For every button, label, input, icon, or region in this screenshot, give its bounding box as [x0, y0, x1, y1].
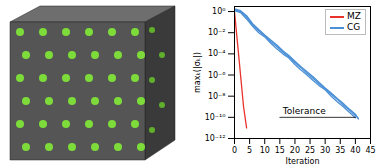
svg-text:10⁻⁶: 10⁻⁶: [208, 71, 226, 80]
svg-text:15: 15: [275, 146, 285, 155]
svg-text:10⁰: 10⁰: [212, 7, 225, 16]
svg-text:30: 30: [320, 146, 330, 155]
svg-text:0: 0: [232, 146, 237, 155]
svg-text:5: 5: [247, 146, 252, 155]
html-text:CG: CG: [347, 22, 361, 32]
svg-text:10⁻²: 10⁻²: [208, 28, 226, 37]
svg-text:maxₖ(|σₖ|): maxₖ(|σₖ|): [193, 52, 202, 93]
svg-text:45: 45: [365, 146, 375, 155]
svg-text:25: 25: [305, 146, 315, 155]
svg-text:Tolerance: Tolerance: [282, 106, 326, 116]
svg-text:35: 35: [335, 146, 345, 155]
svg-text:10⁻¹²: 10⁻¹²: [205, 134, 226, 143]
svg-text:40: 40: [350, 146, 360, 155]
html-text:MZ: MZ: [347, 11, 361, 21]
svg-text:10⁻⁸: 10⁻⁸: [208, 92, 226, 101]
svg-text:10⁻⁴: 10⁻⁴: [208, 49, 226, 58]
svg-text:10: 10: [260, 146, 270, 155]
svg-text:Iteration: Iteration: [286, 157, 320, 166]
svg-text:10⁻¹⁰: 10⁻¹⁰: [205, 113, 226, 122]
svg-text:20: 20: [290, 146, 300, 155]
